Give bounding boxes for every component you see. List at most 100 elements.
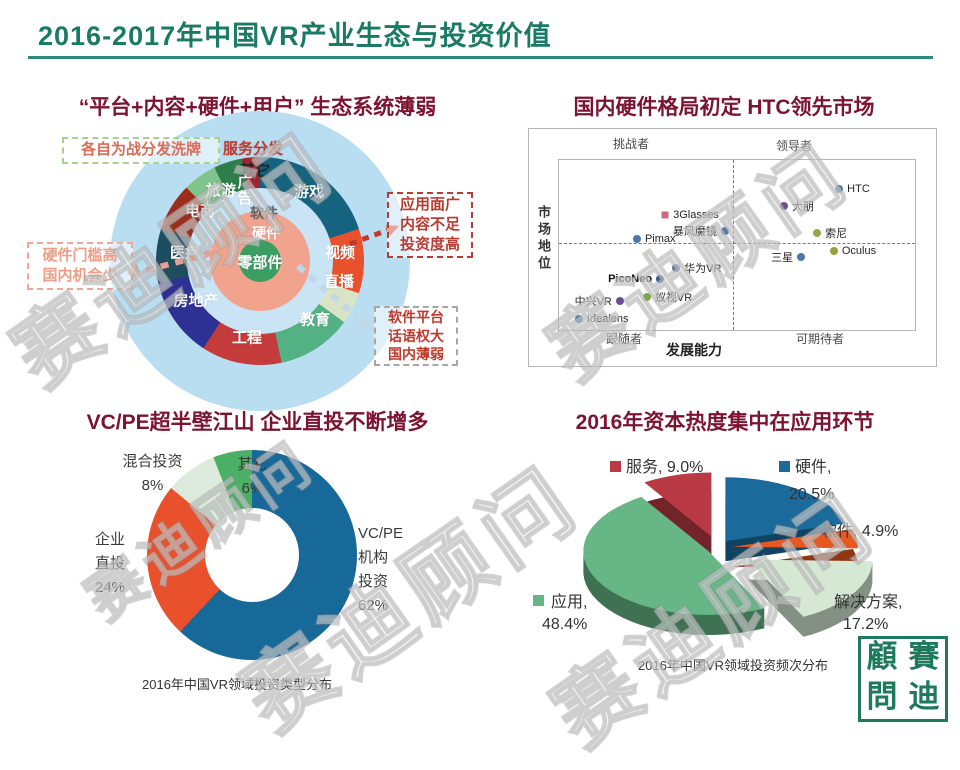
scatter-point [779,202,788,211]
sunburst-segment-label: 游戏 [293,183,325,201]
donut-value-line: 企业 [95,531,126,548]
pie3d-legend-swatch [818,595,829,606]
pie3d-legend-text: 20.5% [789,486,835,503]
callout-line: 硬件门槛高 [42,246,118,264]
scatter-point-label: Oculus [841,244,877,257]
scatter-point [574,314,583,323]
pie3d-slice-wall [583,553,765,635]
ring-label-software: 软件 [250,205,278,221]
logo-char: 賽 [908,639,940,675]
sunburst-segment-label: 视频 [324,244,356,262]
x-axis-label: 发展能力 [666,342,722,358]
callout-line: 国内薄弱 [388,346,444,363]
scatter-point [720,227,729,236]
scatter-point [656,275,665,283]
callout-line: 应用面广 [399,195,460,213]
pie3d-legend-text: 解决方案, [834,594,903,611]
donut-value-label: 其它 6% [210,453,295,501]
pie3d-legend-swatch [779,461,790,472]
sunburst-segment-label: 教育 [299,311,331,329]
page-title: 2016-2017年中国VR产业生态与投资价值 [38,21,552,51]
sunburst-segment-label: 旅游 [205,182,237,200]
scatter-point [642,293,651,302]
quadrant-label-leaders: 领导者 [776,139,813,153]
scatter-point [835,185,844,194]
donut-value-label: 企业 直投 24% [95,528,155,600]
pie3d-slice-wall [803,561,873,637]
pie3d-slice [644,472,712,537]
pie3d-slice [732,528,858,549]
sunburst-top-label: 服务分发 [222,140,284,158]
ecosystem-sunburst: 服务分发 软件 硬件 零部件 游戏 视频 直播 教育 工程 房地产 医疗 电商 旅游 其它 广告 [110,111,410,411]
donut-chart [147,450,357,660]
callout-line: 软件平台 [388,308,444,325]
scatter-point [672,263,681,272]
sunburst-segment-label: 广告 [235,174,253,206]
ring-label-hardware: 硬件 [252,225,280,241]
quadrant-label-expectables: 可期待者 [796,332,845,346]
ecosystem-title: “平台+内容+硬件+用户” 生态系统薄弱 [78,96,437,119]
quadrant-chart: 挑战者 领导者 跟随者 可期待者 市场地位 发展能力 HTC 大朋 索尼 Oculus… [528,128,937,367]
sunburst-segment-label: 直播 [323,273,355,291]
pie3d-legend-swatch [533,595,544,606]
sunburst-segment-label: 医疗 [169,244,201,262]
callout-line: 内容不足 [399,215,460,233]
scatter-point [661,211,669,219]
quadrant-label-challengers: 挑战者 [613,137,650,151]
pie3d-slice [583,496,765,615]
donut-value-line: 其它 [237,456,268,473]
scatter-point-label: 3Glasses [673,209,719,222]
sunburst-segment-label: 电商 [184,202,216,220]
sunburst-core [239,240,281,282]
scatter-point-label: PicoNeo [608,273,653,285]
sunburst-segment-label: 其它 [239,162,271,180]
callout-line: 国内机会少 [42,267,118,284]
sunburst-segment-label: 工程 [231,329,263,347]
scatter-point [615,296,624,305]
company-seal-logo: 顧 賽 問 迪 [858,636,948,722]
pie3d-legend-swatch [610,461,621,472]
core-label: 零部件 [237,254,283,272]
pie3d-chart [583,472,873,637]
scatter-point-label: 三星 [771,252,794,265]
scatter-plot: HTC 大朋 索尼 Oculus 三星 3Glasses 暴风魔镜 Pimax 华为VR Pico… [558,159,916,331]
quadrant-chart-title: 国内硬件格局初定 HTC领先市场 [573,96,875,119]
scatter-point-label: 暴风魔镜 [672,226,717,239]
donut-value-line: 8% [141,477,164,494]
pie3d-caption: 2016年中国VR领域投资频次分布 [638,658,828,673]
logo-char: 迪 [908,679,940,715]
scatter-point-label: 华为VR [684,262,722,275]
callout-line: 各自为战分发洗牌 [80,141,201,159]
callout-line: 话语权大 [388,327,444,344]
pie3d-legend-text: 软件, 4.9% [821,523,899,540]
pie3d-legend-text: 服务, 9.0% [626,459,704,476]
quadrant-divider-horizontal [559,242,915,244]
title-underline [28,56,933,59]
donut-value-label: 混合投资 8% [105,450,200,498]
donut-value-line: 机构 [358,549,389,566]
scatter-point-label: HTC [847,183,870,196]
callout-line: 投资度高 [399,236,460,254]
scatter-point [797,253,806,262]
scatter-point-label: 蚁视VR [654,292,693,305]
logo-char: 問 [866,679,898,715]
scatter-point-label: 大朋 [791,201,814,214]
pie3d-legend-text: 应用, [551,594,588,611]
pie3d-legend-text: 48.4% [542,616,588,633]
scatter-point [632,235,641,244]
donut-value-line: VC/PE [358,525,404,542]
logo-char: 顧 [866,639,898,675]
donut-value-line: 62% [358,597,389,614]
ecosystem-callout: 软件平台话语权大国内薄弱 [374,306,458,366]
scatter-point-label: Idealens [586,312,629,325]
ecosystem-callout: 应用面广内容不足投资度高 [387,192,473,258]
donut-hole [205,508,299,602]
donut-chart-title: VC/PE超半壁江山 企业直投不断增多 [86,411,429,434]
pie3d-chart-title: 2016年资本热度集中在应用环节 [575,411,875,434]
y-axis-label: 市场地位 [536,205,551,273]
donut-value-line: 投资 [358,573,389,590]
donut-caption: 2016年中国VR领域投资类型分布 [142,677,332,692]
donut-value-label: VC/PE 机构投资 62% [358,522,438,618]
pie3d-legend-text: 硬件, [795,459,832,476]
ecosystem-callout: 硬件门槛高国内机会少 [27,242,133,290]
